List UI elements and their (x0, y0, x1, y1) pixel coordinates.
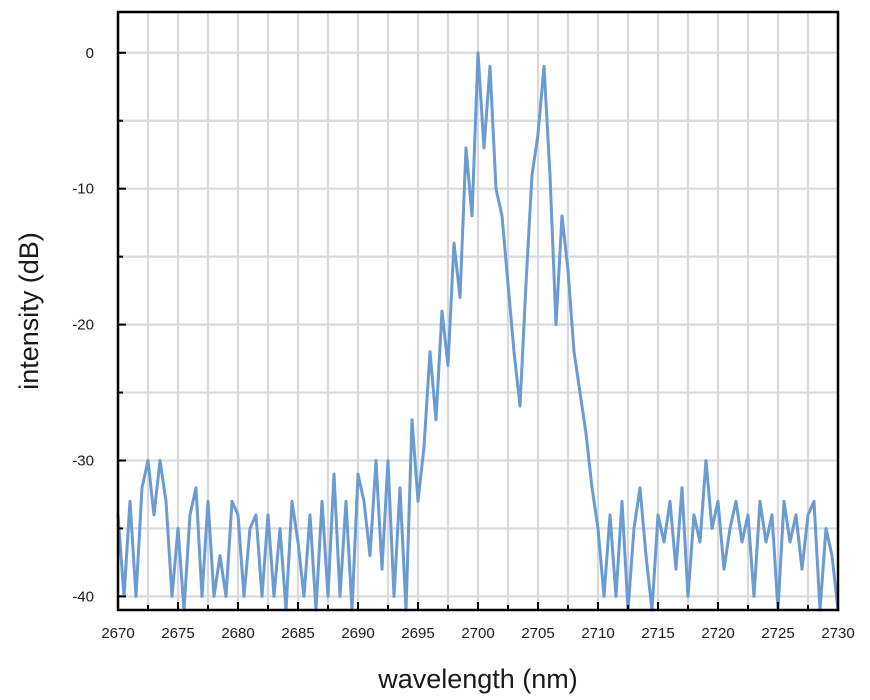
x-tick-label: 2670 (101, 625, 134, 642)
grid (116, 12, 840, 610)
x-tick-label: 2695 (401, 625, 434, 642)
x-tick-label: 2715 (641, 625, 674, 642)
intensity-series-line (116, 51, 840, 612)
tick-labels: 2670 2675 2680 2685 2690 2695 2700 2705 2710 2715… (72, 45, 854, 642)
x-tick-label: 2690 (341, 625, 374, 642)
y-tick-label: -20 (72, 317, 94, 334)
y-axis-title: intensity (dB) (14, 232, 44, 390)
y-tick-label: 0 (86, 45, 94, 62)
x-tick-label: 2710 (581, 625, 614, 642)
x-tick-label: 2730 (821, 625, 854, 642)
x-axis-title: wavelength (nm) (377, 664, 578, 694)
x-tick-label: 2700 (461, 625, 494, 642)
y-tick-label: -10 (72, 181, 94, 198)
x-tick-label: 2725 (761, 625, 794, 642)
x-tick-label: 2720 (701, 625, 734, 642)
y-tick-label: -30 (72, 453, 94, 470)
x-tick-label: 2680 (221, 625, 254, 642)
x-tick-label: 2685 (281, 625, 314, 642)
axis-ticks (117, 51, 839, 610)
y-tick-label: -40 (72, 588, 94, 605)
x-tick-label: 2705 (521, 625, 554, 642)
x-tick-label: 2675 (161, 625, 194, 642)
